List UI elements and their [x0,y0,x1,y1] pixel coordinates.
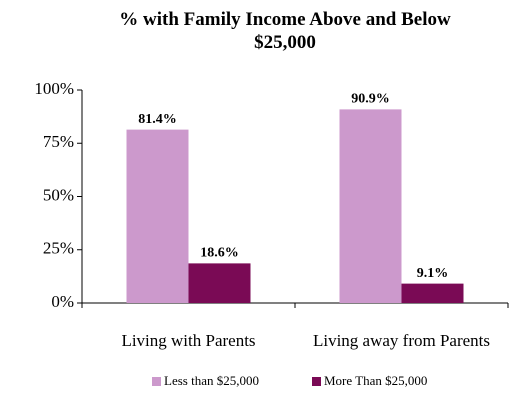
chart-title: % with Family Income Above and Below $25… [119,9,451,53]
y-tick-label: 0% [51,292,74,311]
y-tick-label: 100% [34,79,74,98]
legend-swatch [152,377,161,386]
bar [188,263,251,303]
bar [126,129,189,303]
data-label: 81.4% [138,112,177,127]
data-label: 9.1% [417,266,449,281]
bar [339,109,402,304]
x-tick-label: Living away from Parents [312,331,491,350]
data-label: 90.9% [351,92,390,107]
bar [401,283,464,303]
legend-label: Less than $25,000 [164,373,259,388]
legend-swatch [312,377,321,386]
legend-label: More Than $25,000 [324,373,427,388]
y-tick-label: 75% [43,132,74,151]
y-tick-label: 25% [43,239,74,258]
x-tick-label: Living with Parents [121,331,256,350]
data-label: 18.6% [200,246,239,261]
y-tick-label: 50% [43,185,74,204]
